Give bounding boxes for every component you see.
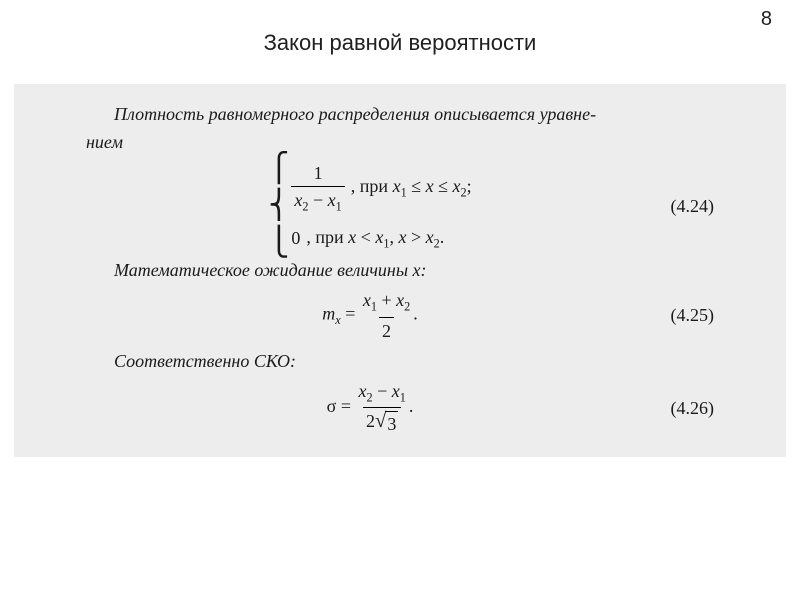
equals-sign: = xyxy=(336,396,355,416)
le-sign: ≤ xyxy=(407,176,426,196)
expectation-label: Математическое ожидание величины x: xyxy=(86,258,714,282)
period: . xyxy=(413,304,418,324)
var-x: x xyxy=(413,260,421,280)
frac-numerator: x2 − x1 xyxy=(355,379,408,407)
var-x: x xyxy=(348,227,356,247)
var-x: x xyxy=(363,290,371,310)
density-case-2: 0 , при x < x1, x > x2. xyxy=(291,225,471,252)
period: . xyxy=(409,396,414,416)
density-case-2-condition: , при x < x1, x > x2. xyxy=(306,225,444,252)
lt-sign: < xyxy=(356,227,375,247)
mean-formula: m x = x1 + x2 2 . xyxy=(322,288,418,342)
sigma-symbol: σ xyxy=(327,396,337,416)
page-number: 8 xyxy=(761,8,772,31)
minus-sign: − xyxy=(373,381,392,401)
equation-number: (4.25) xyxy=(654,303,714,327)
density-case-1-condition: , при x1 ≤ x ≤ x2; xyxy=(351,174,472,201)
semicolon: ; xyxy=(467,176,472,196)
zero: 0 xyxy=(291,226,300,250)
var-x: x xyxy=(396,290,404,310)
var-x: x xyxy=(392,381,400,401)
var-x: x xyxy=(393,176,401,196)
plus-sign: + xyxy=(377,290,396,310)
equation-number: (4.26) xyxy=(654,396,714,420)
var-m: m xyxy=(322,304,335,324)
sigma-formula: σ = x2 − x1 2√3 . xyxy=(327,379,414,436)
period: . xyxy=(440,227,445,247)
frac-denominator: x2 − x1 xyxy=(291,186,344,215)
sko-label: Соответственно СКО: xyxy=(86,349,714,373)
page-title: Закон равной вероятности xyxy=(0,30,800,56)
sigma-fraction: x2 − x1 2√3 xyxy=(355,379,408,436)
piecewise-definition: ⎧⎨⎩ 1 x2 − x1 , при x1 ≤ x ≤ x2; xyxy=(268,161,471,253)
scanned-text-block: Плотность равномерного распределения опи… xyxy=(14,84,786,457)
sub-2: 2 xyxy=(404,300,410,314)
cond-prefix: , при xyxy=(351,176,393,196)
sqrt: √3 xyxy=(375,411,398,436)
minus-sign: − xyxy=(309,190,328,210)
gt-sign: > xyxy=(406,227,425,247)
var-x: x xyxy=(426,227,434,247)
intro-line-1: Плотность равномерного распределения опи… xyxy=(86,102,714,126)
frac-denominator: 2 xyxy=(379,317,394,343)
radicand: 3 xyxy=(385,411,398,436)
curly-brace-icon: ⎧⎨⎩ xyxy=(268,161,289,253)
colon: : xyxy=(421,260,427,280)
frac-numerator: 1 xyxy=(311,161,326,186)
sub-1: 1 xyxy=(400,391,406,405)
density-case-1: 1 x2 − x1 , при x1 ≤ x ≤ x2; xyxy=(291,161,471,215)
cond-prefix: , при xyxy=(306,227,348,247)
intro-line-2: нием xyxy=(86,130,714,154)
equation-number: (4.24) xyxy=(654,194,714,218)
frac-denominator: 2√3 xyxy=(363,407,401,436)
mean-fraction: x1 + x2 2 xyxy=(360,288,413,342)
density-fraction: 1 x2 − x1 xyxy=(291,161,344,215)
sub-1: 1 xyxy=(336,199,342,213)
two: 2 xyxy=(366,411,375,431)
equation-mean: m x = x1 + x2 2 . (4.25) xyxy=(86,288,714,342)
var-x: x xyxy=(328,190,336,210)
var-x: x xyxy=(426,176,434,196)
equation-sigma: σ = x2 − x1 2√3 . (4.26) xyxy=(86,379,714,436)
equals-sign: = xyxy=(341,304,360,324)
le-sign: ≤ xyxy=(434,176,453,196)
label-text: Математическое ожидание величины xyxy=(114,260,413,280)
equation-density: ⎧⎨⎩ 1 x2 − x1 , при x1 ≤ x ≤ x2; xyxy=(86,161,714,253)
frac-numerator: x1 + x2 xyxy=(360,288,413,316)
